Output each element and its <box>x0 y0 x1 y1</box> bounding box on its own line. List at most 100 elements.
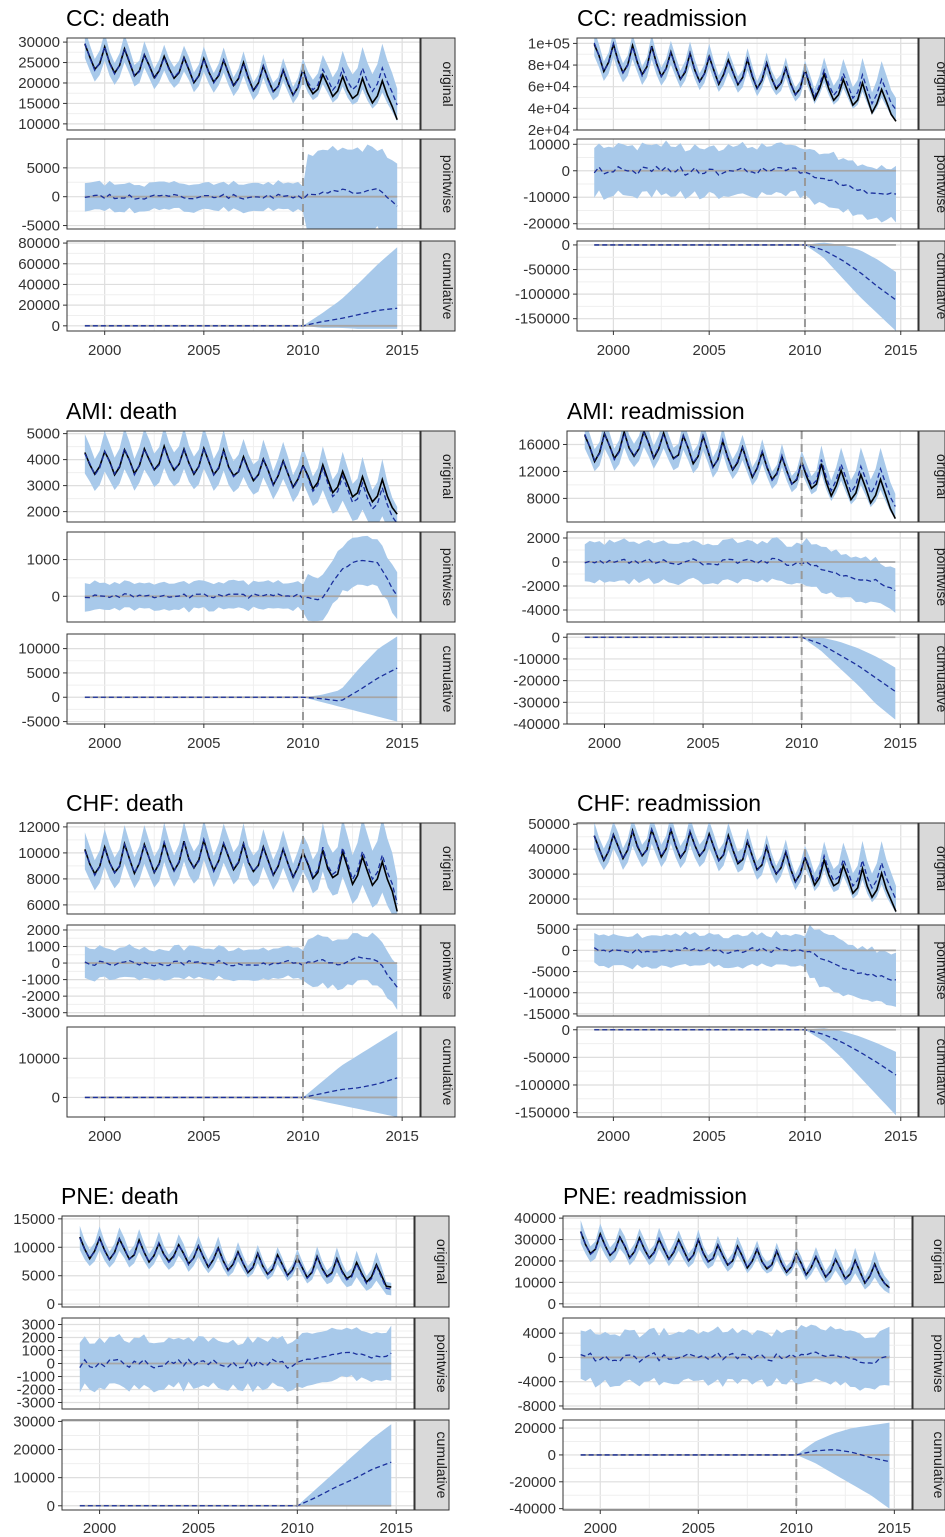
y-tick-label: 3000 <box>22 1317 55 1334</box>
strip-box <box>918 430 945 523</box>
cumulative-effect-line <box>594 1029 897 1076</box>
strip-label: cumulative <box>434 1432 450 1499</box>
panel-original: 6000 8000 10000 12000 original <box>18 819 456 915</box>
y-tick-label: -50000 <box>523 1049 570 1066</box>
panel-pointwise: 0 1000 pointwise <box>27 531 456 623</box>
panel-border <box>566 531 919 623</box>
strip-box <box>918 1026 945 1118</box>
y-tick-label: 10000 <box>18 641 60 658</box>
x-tick-label: 2000 <box>88 342 121 359</box>
y-tick-label: 30000 <box>514 1232 556 1249</box>
cumulative-effect-line <box>580 1449 890 1463</box>
strip-label: cumulative <box>934 646 945 713</box>
strip-label: pointwise <box>434 1334 450 1393</box>
panel-pointwise: -15000 -10000 -5000 0 5000 pointwise <box>523 921 945 1023</box>
y-tick-label: 5000 <box>22 1268 55 1285</box>
y-tick-label: -5000 <box>22 218 60 235</box>
panel-border <box>566 633 919 725</box>
prediction-band <box>584 431 896 520</box>
strip-box <box>414 1317 450 1410</box>
panel-border <box>61 1215 415 1308</box>
pointwise-effect-line <box>593 946 897 981</box>
prediction-band <box>580 1220 890 1294</box>
y-tick-label: -40000 <box>509 1501 556 1518</box>
y-tick-label: 6000 <box>27 897 60 914</box>
strip-label: pointwise <box>440 941 456 1000</box>
y-tick-label: 6e+04 <box>528 79 570 96</box>
y-tick-label: 20000 <box>18 297 60 314</box>
x-tick-label: 2010 <box>788 1128 821 1145</box>
predicted-line <box>84 837 398 904</box>
y-tick-label: 10000 <box>18 845 60 862</box>
y-tick-label: 50000 <box>528 816 570 833</box>
strip-box <box>912 1317 945 1410</box>
pointwise-effect-line <box>79 1351 392 1369</box>
strip-box <box>918 531 945 623</box>
strip-box <box>420 240 456 332</box>
strip-box <box>918 37 945 131</box>
panel-cumulative: 0 10000 cumulative 2000 2005 2010 2015 <box>18 1026 456 1145</box>
y-tick-label: 10000 <box>13 1470 55 1487</box>
strip-box <box>918 822 945 915</box>
chart-title: CHF: readmission <box>577 790 761 816</box>
panel-pointwise: -4000 -2000 0 2000 pointwise <box>522 530 945 623</box>
y-tick-label: -4000 <box>518 1374 556 1391</box>
predicted-line <box>584 431 896 507</box>
cumulative-band <box>84 636 398 722</box>
cumulative-band <box>84 1030 398 1117</box>
panel-pointwise: -5000 0 5000 pointwise <box>22 138 456 235</box>
strip-box <box>420 633 456 725</box>
predicted-line <box>580 1231 890 1289</box>
y-tick-label: 2000 <box>527 530 560 547</box>
y-tick-label: -1000 <box>22 972 60 989</box>
effect-band <box>84 144 398 229</box>
strip-label: cumulative <box>931 1432 945 1499</box>
panel-border <box>66 37 421 131</box>
y-tick-label: 8000 <box>27 871 60 888</box>
chart-title: CHF: death <box>66 790 184 816</box>
y-tick-label: 20000 <box>528 891 570 908</box>
strip-label: pointwise <box>440 548 456 607</box>
y-tick-label: -20000 <box>513 673 560 690</box>
strip-box <box>420 1026 456 1118</box>
y-tick-label: 8000 <box>527 490 560 507</box>
y-tick-label: 10000 <box>18 116 60 133</box>
y-tick-label: -2000 <box>17 1382 55 1399</box>
panel-cumulative: -150000 -100000 -50000 0 cumulative 2000 2005 2… <box>515 237 945 359</box>
y-tick-label: -3000 <box>22 1005 60 1022</box>
x-tick-label: 2015 <box>878 1520 911 1537</box>
panel-cumulative: -40000 -20000 0 20000 cumulative 2000 2005 2010… <box>509 1419 945 1537</box>
pointwise-effect-line <box>84 187 398 207</box>
panel-original: 20000 30000 40000 50000 original <box>528 816 945 915</box>
strip-box <box>420 37 456 131</box>
chart-pne-readmission: PNE: readmission010000200003000040000ori… <box>509 1183 945 1537</box>
y-tick-label: 20000 <box>18 75 60 92</box>
y-tick-label: 1000 <box>22 1343 55 1360</box>
panel-border <box>576 822 919 915</box>
strip-label: pointwise <box>934 941 945 1000</box>
strip-box <box>414 1419 450 1511</box>
strip-box <box>420 822 456 915</box>
panel-border <box>66 430 421 523</box>
x-tick-label: 2000 <box>88 1128 121 1145</box>
cumulative-effect-line <box>594 244 897 301</box>
y-tick-label: 60000 <box>18 256 60 273</box>
y-tick-label: 0 <box>552 554 560 571</box>
x-tick-label: 2010 <box>780 1520 813 1537</box>
y-tick-label: 30000 <box>13 1413 55 1430</box>
y-tick-label: -5000 <box>22 714 60 731</box>
y-tick-label: -40000 <box>513 716 560 733</box>
chart-title: CC: readmission <box>577 5 747 31</box>
effect-band <box>84 535 398 622</box>
panel-border <box>66 822 421 915</box>
y-tick-label: -10000 <box>523 985 570 1002</box>
y-tick-label: 40000 <box>514 1210 556 1227</box>
cumulative-band <box>79 1424 392 1506</box>
x-tick-label: 2005 <box>692 1128 725 1145</box>
y-tick-label: 0 <box>548 1349 556 1366</box>
panel-border <box>61 1317 415 1410</box>
y-tick-label: 12000 <box>18 819 60 836</box>
y-tick-label: 40000 <box>528 841 570 858</box>
panel-border <box>576 37 919 131</box>
